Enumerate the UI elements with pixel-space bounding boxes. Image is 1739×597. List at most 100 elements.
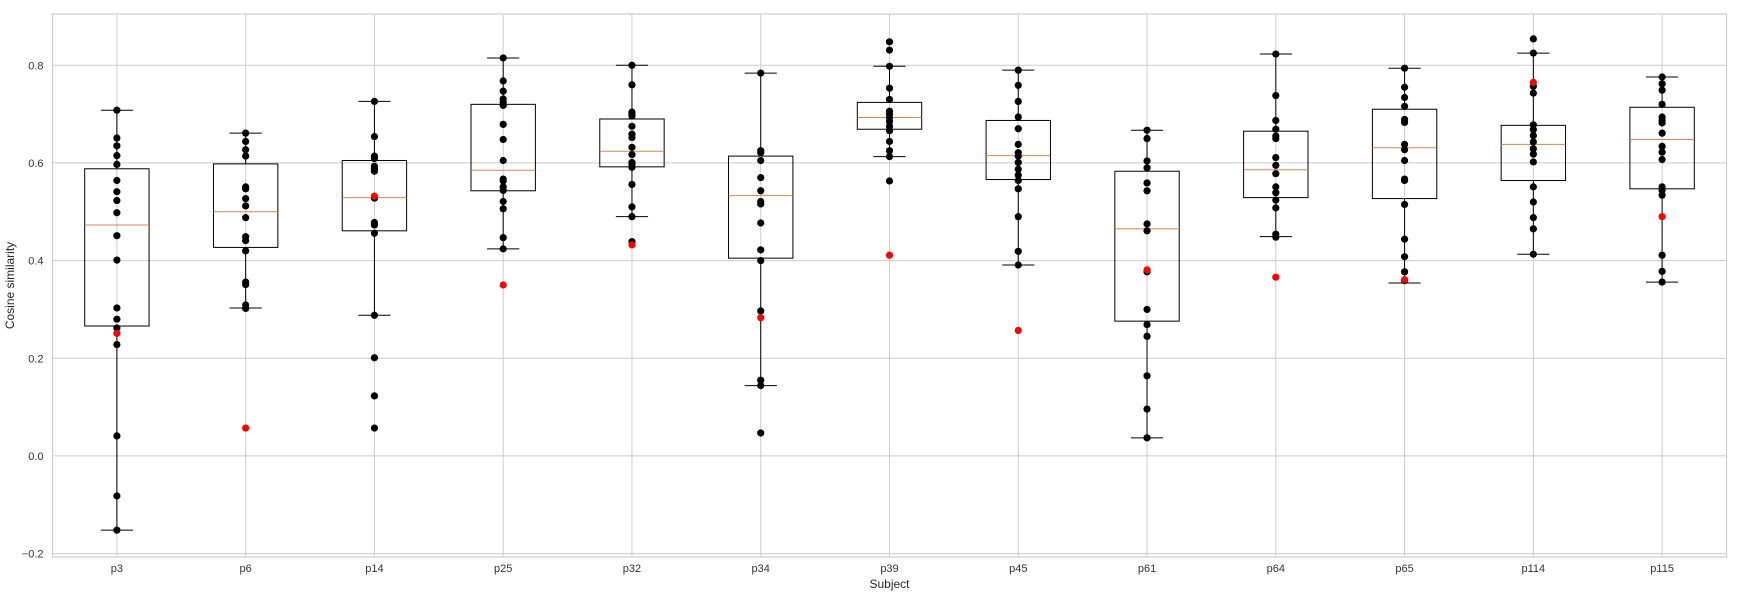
x-tick-label: p61 [1138,563,1156,575]
data-point [499,101,507,109]
data-point [628,203,636,211]
data-point [1014,113,1022,121]
y-tick-label: 0.4 [28,256,43,268]
data-point [1014,176,1022,185]
x-tick-label: p25 [494,563,512,575]
highlight-point [757,314,765,322]
data-point [1272,189,1280,197]
data-point [757,307,765,315]
data-point [757,149,765,157]
data-point [1529,183,1537,191]
data-point [499,245,507,253]
data-point [1658,191,1666,199]
data-point [242,304,250,313]
data-point [885,38,894,46]
data-point [113,106,121,114]
box-p115 [1629,73,1695,286]
data-point [1529,145,1537,153]
x-tick-label: p6 [240,563,252,575]
data-point [1143,164,1151,172]
data-point [113,304,121,312]
box-p65 [1371,64,1438,285]
data-point [1400,200,1409,209]
data-point [1014,125,1022,133]
data-point [1014,140,1022,148]
highlight-point [1529,78,1537,86]
data-point [1272,204,1280,212]
data-point [1272,183,1280,191]
y-axis-label: Cosine similarity [3,242,17,329]
data-point [499,54,507,62]
data-point [370,229,379,237]
data-point [1014,165,1022,173]
data-point [628,122,636,130]
data-point [1143,179,1151,187]
data-point [242,236,250,245]
data-point [757,246,765,254]
data-point [1272,50,1280,58]
x-tick-label: p39 [880,563,898,575]
data-point [1529,225,1537,233]
data-point [113,256,121,264]
x-tick-label: p114 [1522,563,1546,575]
data-point [1272,125,1280,133]
data-point [1014,185,1022,193]
data-point [757,429,765,437]
highlight-point [1143,266,1151,274]
data-point [370,167,379,175]
data-point [1529,150,1537,158]
data-point [628,213,636,221]
data-point [757,69,765,77]
data-point [1658,80,1666,88]
data-point [242,137,250,146]
data-point [499,120,507,128]
data-point [370,154,379,163]
data-point [1272,153,1280,162]
box-p6 [212,129,279,432]
data-point [1143,157,1151,165]
data-point [1529,131,1537,140]
data-point [113,176,121,185]
highlight-point [370,192,379,200]
box-p14 [341,97,408,432]
data-point [113,188,121,196]
box-p34 [728,69,794,437]
data-point [113,492,121,500]
data-point [1658,129,1666,137]
data-point [113,209,121,217]
data-point [1272,170,1280,178]
box-p32 [599,61,665,249]
data-point [1658,278,1666,286]
highlight-point [499,281,507,289]
highlight-point [628,241,636,249]
data-point [757,382,765,390]
data-point [1400,146,1409,154]
data-point [1400,253,1409,261]
y-axis-ticks: −0.2 0.0 0.2 0.4 0.6 0.8 [22,60,44,560]
data-point [1658,100,1666,108]
x-tick-label: p34 [752,563,770,575]
box-p39 [856,38,923,259]
data-point [1143,332,1151,340]
data-point [1529,49,1537,57]
data-point [242,194,250,203]
data-point [1272,91,1280,100]
plot-frame [51,13,1728,558]
x-tick-label: p14 [365,563,383,575]
data-point [757,156,765,165]
data-point [242,129,250,137]
data-point [1014,247,1022,255]
data-point [1658,251,1666,259]
data-point [1529,214,1537,222]
data-point [499,77,507,85]
data-point [1143,227,1151,235]
highlight-point [885,251,894,259]
data-point [1014,158,1022,167]
data-point [1529,138,1537,146]
x-tick-label: p115 [1650,563,1674,575]
data-point [242,214,250,222]
data-point [370,97,379,106]
data-point [1658,142,1666,150]
data-point [757,219,765,227]
highlight-point [1014,326,1022,335]
